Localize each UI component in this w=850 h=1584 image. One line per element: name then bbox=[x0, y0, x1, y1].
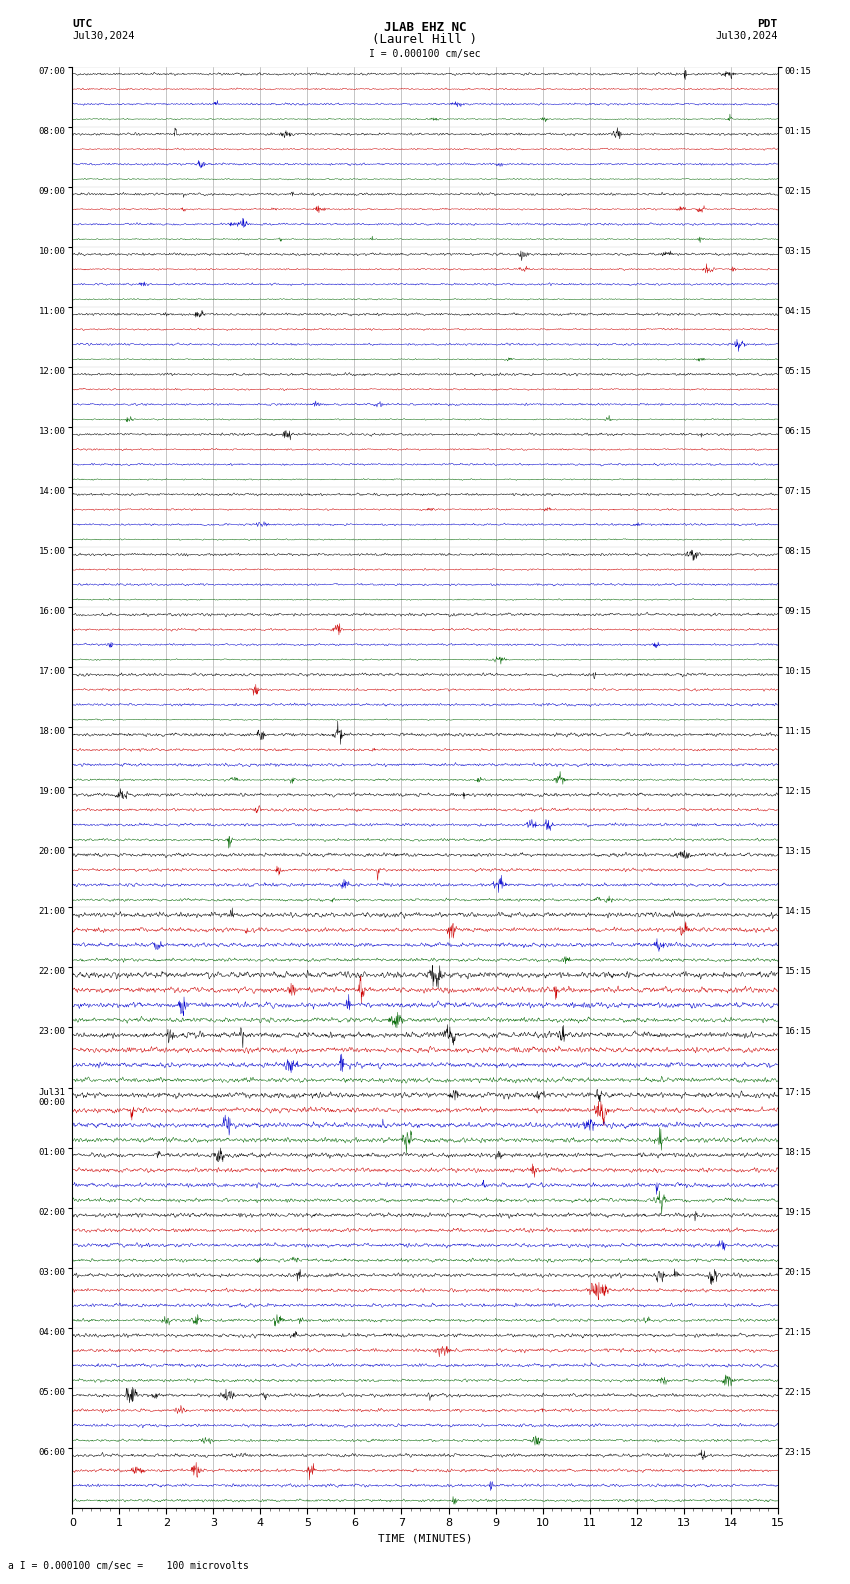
Text: Jul30,2024: Jul30,2024 bbox=[72, 32, 135, 41]
Text: PDT: PDT bbox=[757, 19, 778, 29]
X-axis label: TIME (MINUTES): TIME (MINUTES) bbox=[377, 1533, 473, 1544]
Text: UTC: UTC bbox=[72, 19, 93, 29]
Text: JLAB EHZ NC: JLAB EHZ NC bbox=[383, 21, 467, 33]
Text: a I = 0.000100 cm/sec =    100 microvolts: a I = 0.000100 cm/sec = 100 microvolts bbox=[8, 1562, 249, 1571]
Text: I = 0.000100 cm/sec: I = 0.000100 cm/sec bbox=[369, 49, 481, 59]
Text: Jul30,2024: Jul30,2024 bbox=[715, 32, 778, 41]
Text: (Laurel Hill ): (Laurel Hill ) bbox=[372, 33, 478, 46]
